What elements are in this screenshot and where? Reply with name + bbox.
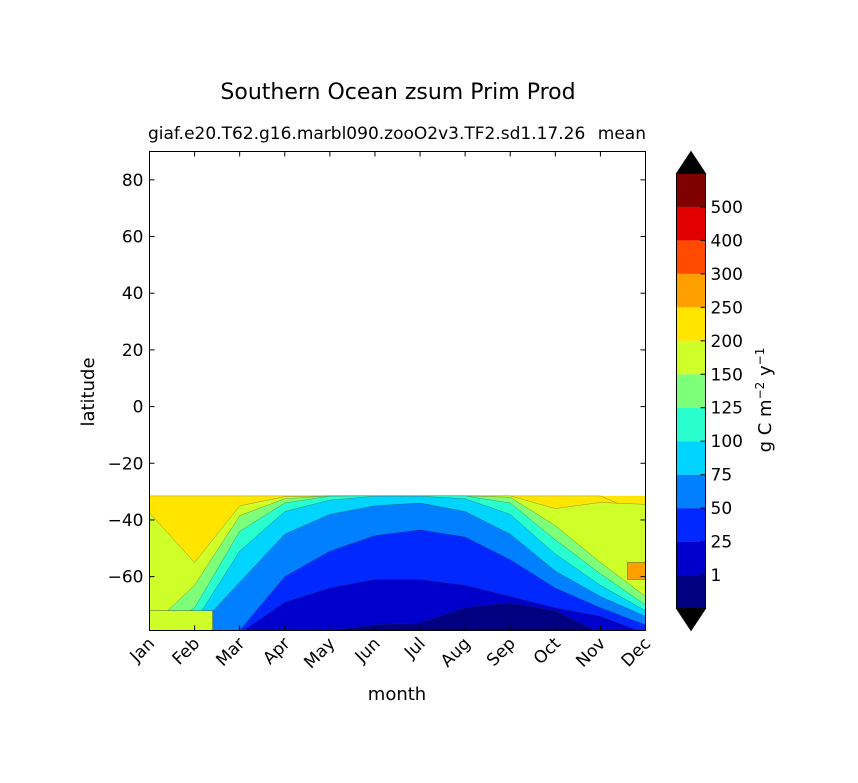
colorbar-segment xyxy=(676,474,706,509)
colorbar xyxy=(675,150,707,632)
x-axis-label: month xyxy=(368,684,426,705)
y-tick-label: 40 xyxy=(122,284,144,304)
colorbar-tick-label: 75 xyxy=(711,466,733,486)
y-tick-label: 60 xyxy=(122,228,144,248)
x-tick-label: Apr xyxy=(259,634,294,669)
colorbar-segment xyxy=(676,541,706,576)
x-tick-label: Oct xyxy=(530,634,565,669)
x-tick-label: Mar xyxy=(212,634,249,671)
contour-fill-layer xyxy=(149,495,646,631)
colorbar-label-main: g C m xyxy=(755,399,776,452)
colorbar-tick-label: 100 xyxy=(711,432,743,452)
x-tick-label: Jan xyxy=(126,634,159,667)
x-tick-label: Dec xyxy=(618,634,655,671)
x-tick-label: Aug xyxy=(437,634,475,672)
y-tick-labels: 80 60 40 20 0 −20 −40 −60 xyxy=(108,171,144,588)
contour-patch-0 xyxy=(149,610,213,631)
colorbar-tick-label: 150 xyxy=(711,365,743,385)
y-tick-label: 80 xyxy=(122,171,144,191)
colorbar-segment xyxy=(676,273,706,308)
colorbar-tick-label: 25 xyxy=(711,533,733,553)
colorbar-segment xyxy=(676,508,706,542)
plot-frame xyxy=(149,151,646,631)
colorbar-segment xyxy=(676,307,706,341)
colorbar-label-exp1: −2 xyxy=(753,382,767,400)
x-tick-label: May xyxy=(300,634,339,673)
chart-title: Southern Ocean zsum Prim Prod xyxy=(220,80,575,105)
colorbar-segment xyxy=(676,173,706,207)
colorbar-under-extension xyxy=(675,608,707,632)
colorbar-segment xyxy=(676,407,706,442)
y-axis-label: latitude xyxy=(78,357,99,426)
colorbar-tick-label: 125 xyxy=(711,399,743,419)
colorbar-tick-label: 1 xyxy=(711,566,722,586)
chart-subtitle-left: giaf.e20.T62.g16.marbl090.zooO2v3.TF2.sd… xyxy=(148,124,585,144)
colorbar-segment xyxy=(676,240,706,274)
colorbar-segment xyxy=(676,575,706,609)
colorbar-tick-label: 200 xyxy=(711,332,743,352)
contour-band-1 xyxy=(237,602,596,631)
colorbar-tick-label: 400 xyxy=(711,231,743,251)
x-tick-label: Jul xyxy=(400,634,429,663)
colorbar-tick-label: 500 xyxy=(711,198,743,218)
colorbar-tick-label: 250 xyxy=(711,298,743,318)
colorbar-label-exp2: −1 xyxy=(753,348,767,366)
colorbar-tick-label: 300 xyxy=(711,265,743,285)
colorbar-label: g C m−2 y−1 xyxy=(753,348,776,453)
x-tick-label: Sep xyxy=(483,634,520,671)
colorbar-frame xyxy=(676,173,706,609)
y-tick-label: −20 xyxy=(108,454,144,474)
y-tick-label: −40 xyxy=(108,511,144,531)
chart-subtitle-right: mean xyxy=(598,124,646,144)
y-tick-label: 20 xyxy=(122,341,144,361)
x-tick-label: Jun xyxy=(351,634,385,668)
colorbar-over-extension xyxy=(675,150,707,174)
x-tick-label: Feb xyxy=(169,634,204,669)
y-tick-label: −60 xyxy=(108,568,144,588)
colorbar-segment xyxy=(676,340,706,375)
colorbar-segment xyxy=(676,441,706,475)
x-tick-label: Nov xyxy=(572,634,610,672)
colorbar-label-mid: y xyxy=(755,365,776,382)
y-tick-label: 0 xyxy=(133,398,144,418)
colorbar-segment xyxy=(676,374,706,408)
colorbar-segment xyxy=(676,206,706,241)
x-tick-labels: Jan Feb Mar Apr May Jun Jul Aug Sep Oct Nov Dec xyxy=(126,634,655,673)
colorbar-tick-label: 50 xyxy=(711,499,733,519)
